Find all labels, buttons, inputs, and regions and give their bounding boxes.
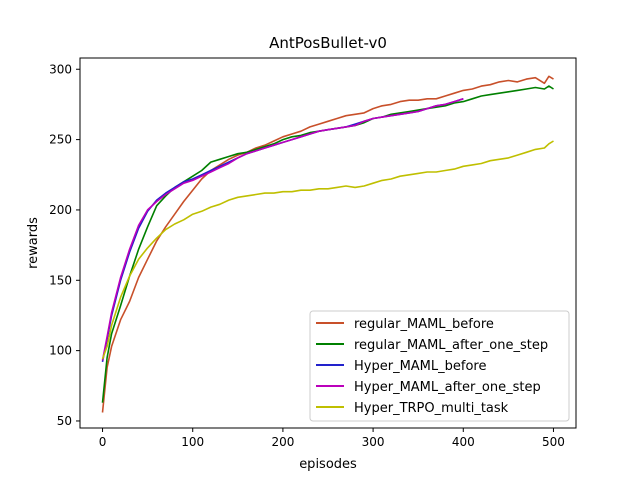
y-tick-label: 250 (49, 133, 72, 147)
y-axis-label: rewards (26, 217, 41, 269)
chart-title: AntPosBullet-v0 (269, 34, 387, 52)
series-lines (101, 75, 554, 413)
series-line-0 (101, 75, 554, 413)
legend: regular_MAML_before regular_MAML_after_on… (309, 310, 570, 422)
x-tick-label: 400 (452, 435, 475, 449)
y-tick-label: 150 (49, 273, 72, 287)
legend-label: regular_MAML_after_one_step (354, 338, 548, 353)
y-axis: 50 100 150 200 250 300 (49, 62, 80, 428)
y-tick-label: 200 (49, 203, 72, 217)
legend-label: Hyper_MAML_before (354, 359, 486, 374)
y-tick-label: 300 (49, 62, 72, 76)
x-axis-label: episodes (299, 457, 357, 472)
y-tick-label: 50 (57, 414, 72, 428)
axes-frame (79, 57, 577, 429)
series-line-3 (101, 98, 464, 361)
legend-box (309, 310, 570, 422)
x-tick-label: 0 (99, 435, 107, 449)
y-tick-label: 100 (49, 344, 72, 358)
legend-label: Hyper_TRPO_multi_task (354, 401, 509, 416)
x-tick-label: 100 (181, 435, 204, 449)
x-axis: 0 100 200 300 400 500 (99, 428, 565, 449)
x-tick-label: 500 (542, 435, 565, 449)
legend-label: regular_MAML_before (354, 317, 494, 332)
series-line-4 (101, 140, 554, 360)
legend-label: Hyper_MAML_after_one_step (354, 380, 541, 395)
plot-area (79, 57, 577, 429)
x-tick-label: 300 (362, 435, 385, 449)
x-tick-label: 200 (271, 435, 294, 449)
